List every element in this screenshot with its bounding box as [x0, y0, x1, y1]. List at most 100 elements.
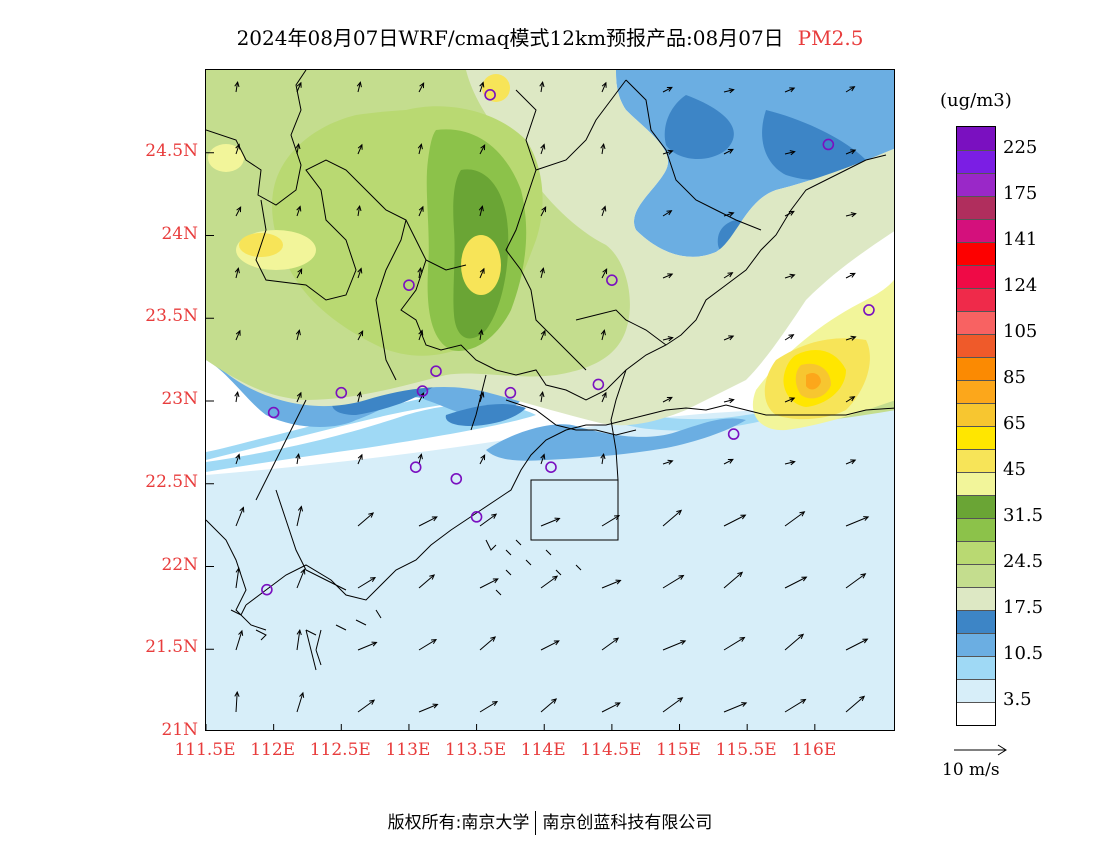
wind-vector	[478, 328, 484, 341]
wind-vector	[723, 335, 735, 341]
latitude-label: 24N	[161, 223, 198, 244]
colorbar-label: 85	[1003, 367, 1026, 388]
longitude-label: 114E	[520, 740, 566, 760]
axis-ticks	[206, 152, 816, 730]
colorbar-cell	[957, 633, 995, 656]
wind-vector	[479, 578, 499, 589]
latitude-label: 22N	[161, 554, 198, 575]
wind-vector	[662, 210, 673, 217]
latitude-label: 22.5N	[145, 471, 198, 492]
wind-vector	[784, 273, 796, 279]
wind-vector	[356, 204, 362, 217]
colorbar-cell	[957, 656, 995, 679]
colorbar-cell	[957, 564, 995, 587]
wind-vector	[784, 460, 796, 466]
wind-vector	[601, 579, 622, 589]
wind-vector	[295, 142, 301, 155]
colorbar-cell	[957, 610, 995, 633]
map-canvas	[206, 70, 894, 730]
longitude-label: 115E	[656, 740, 701, 760]
station-marker	[545, 461, 557, 474]
colorbar-label: 65	[1003, 413, 1026, 434]
wind-vector	[845, 212, 857, 218]
wind-vector	[540, 698, 558, 713]
wind-vector	[540, 143, 546, 155]
wind-vector	[296, 568, 306, 589]
station-marker	[470, 511, 483, 523]
province-boundaries	[206, 70, 894, 671]
longitude-label: 115.5E	[715, 740, 777, 760]
reference-vector-label: 10 m/s	[942, 760, 1000, 780]
latitude-label: 21N	[161, 720, 198, 740]
wind-vector	[845, 516, 870, 527]
wind-vector	[235, 143, 241, 155]
wind-vector	[600, 329, 606, 341]
footer-left: 版权所有:南京大学	[387, 813, 530, 833]
station-marker	[727, 428, 740, 440]
wind-vector	[479, 144, 486, 155]
station-marker	[409, 461, 422, 474]
wind-vector	[845, 396, 856, 403]
wind-vector	[357, 512, 375, 527]
wind-vector	[296, 505, 304, 527]
wind-vector	[235, 506, 245, 527]
reference-vector-arrow	[954, 744, 1007, 756]
colorbar-cell	[957, 449, 995, 472]
station-marker	[822, 138, 835, 151]
footer-right: 南京创蓝科技有限公司	[542, 813, 713, 833]
wind-vector	[845, 638, 869, 651]
colorbar-label: 17.5	[1003, 597, 1044, 618]
station-marker	[267, 406, 280, 419]
wind-vector	[418, 82, 425, 93]
longitude-label: 112.5E	[309, 740, 371, 760]
colorbar-cell	[957, 357, 995, 380]
wind-vector	[417, 266, 423, 279]
colorbar-cell	[957, 173, 995, 196]
colorbar-cell	[957, 288, 995, 311]
wind-vector	[601, 268, 608, 279]
wind-vector	[357, 267, 363, 279]
wind-vector	[357, 453, 363, 465]
wind-vector	[784, 150, 796, 156]
monitoring-stations	[261, 89, 875, 596]
wind-vector	[479, 81, 485, 93]
wind-vector	[784, 87, 796, 93]
wind-vector	[540, 575, 559, 589]
wind-vector	[845, 272, 856, 279]
colorbar-label: 24.5	[1003, 551, 1044, 572]
wind-vector	[845, 335, 857, 341]
wind-vector	[296, 629, 302, 651]
station-marker	[504, 386, 517, 399]
colorbar-label: 225	[1003, 137, 1038, 158]
wind-vector	[723, 636, 746, 651]
wind-vector	[540, 517, 561, 527]
wind-vector	[845, 149, 857, 155]
wind-vector	[234, 267, 240, 279]
wind-vector	[540, 453, 546, 465]
colorbar-label: 124	[1003, 275, 1038, 296]
colorbar-cell	[957, 196, 995, 219]
wind-vector	[357, 330, 364, 341]
colorbar-cell	[957, 311, 995, 334]
wind-vector	[723, 702, 748, 713]
wind-vector	[357, 641, 378, 651]
wind-vector	[662, 149, 674, 155]
wind-vector	[418, 516, 438, 527]
wind-vector	[357, 699, 376, 713]
station-marker	[430, 365, 442, 378]
colorbar-cell	[957, 334, 995, 357]
wind-vector	[417, 143, 423, 155]
wind-vector	[662, 640, 687, 651]
title: 2024年08月07日WRF/cmaq模式12km预报产品:08月07日 PM2.…	[0, 22, 1100, 51]
colorbar-label: 175	[1003, 183, 1038, 204]
latitude-label: 24.5N	[145, 140, 198, 161]
longitude-label: 116E	[791, 740, 837, 760]
station-marker	[416, 385, 429, 397]
colorbar-label: 3.5	[1003, 689, 1032, 710]
colorbar-cell	[957, 541, 995, 564]
wind-vector	[418, 205, 424, 217]
wind-vector	[784, 210, 795, 217]
wind-vector	[357, 143, 363, 155]
wind-vector	[662, 336, 674, 342]
